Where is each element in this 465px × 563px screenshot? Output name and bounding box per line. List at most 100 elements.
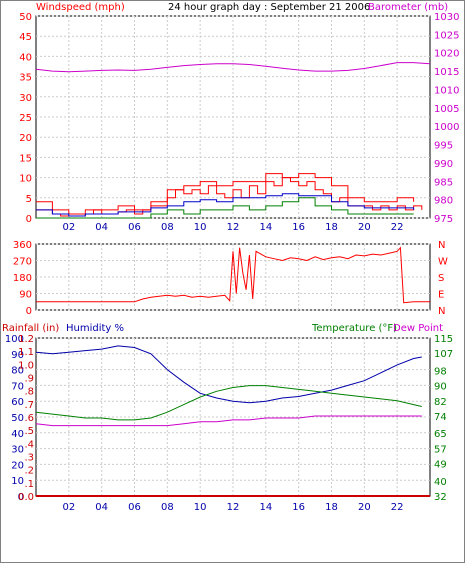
rain-tick-label: .1 [24, 479, 34, 490]
x-tick-label: 22 [391, 222, 404, 233]
temperature-tick-label: 32 [434, 492, 447, 503]
chart-layer: 0510152025303540455097598098599099510001… [5, 12, 460, 513]
humidity-tick-label: 50 [11, 413, 24, 424]
rain-tick-label: 1.1 [18, 347, 34, 358]
temperature-tick-label: 65 [434, 429, 447, 440]
windspeed-tick-label: 40 [19, 52, 32, 63]
windspeed-tick-label: 25 [19, 113, 32, 124]
barometer-tick-label: 1025 [434, 30, 459, 41]
series-dew-point-line [35, 415, 422, 427]
temperature-tick-label: 98 [434, 366, 447, 377]
series-gust-line [36, 173, 415, 215]
windspeed-tick-label: 30 [19, 93, 32, 104]
x-tick-label: 20 [358, 222, 371, 233]
rainfall-axis-label: Rainfall (in) [2, 323, 59, 334]
x-tick-label: 08 [161, 502, 174, 513]
x-tick-label: 04 [95, 222, 108, 233]
series-humidity-line [35, 345, 422, 404]
x-tick-label: 22 [391, 502, 404, 513]
x-tick-label: 12 [227, 502, 240, 513]
humidity-tick-label: 90 [11, 350, 24, 361]
compass-label: N [438, 240, 445, 251]
x-tick-label: 06 [128, 222, 141, 233]
rain-tick-label: 1.2 [18, 334, 34, 345]
windspeed-tick-label: 15 [19, 153, 32, 164]
temperature-tick-label: 74 [434, 412, 447, 423]
temperature-axis-label: Temperature (°F) [311, 323, 397, 334]
dewpoint-axis-label: Dew Point [393, 323, 443, 334]
x-tick-label: 20 [358, 502, 371, 513]
direction-tick-label: 0 [26, 306, 32, 317]
compass-label: N [438, 306, 445, 317]
windspeed-tick-label: 0 [26, 214, 32, 225]
x-tick-label: 18 [325, 502, 338, 513]
barometer-tick-label: 1020 [434, 49, 459, 60]
rain-tick-label: 1.0 [18, 360, 34, 371]
rain-tick-label: .6 [24, 413, 34, 424]
barometer-axis-label: Barometer (mb) [368, 2, 448, 13]
humidity-tick-label: 60 [11, 397, 24, 408]
temperature-tick-label: 49 [434, 460, 447, 471]
compass-label: S [438, 273, 444, 284]
rain-tick-label: .3 [24, 453, 34, 464]
x-tick-label: 10 [194, 502, 207, 513]
humidity-tick-label: 20 [11, 460, 24, 471]
x-tick-label: 16 [292, 502, 305, 513]
windspeed-tick-label: 45 [19, 32, 32, 43]
rain-tick-label: 0.0 [18, 492, 34, 503]
temperature-tick-label: 107 [434, 349, 453, 360]
humidity-tick-label: 40 [11, 429, 24, 440]
barometer-tick-label: 1000 [434, 122, 459, 133]
barometer-tick-label: 1030 [434, 12, 459, 23]
series-temperature-line [35, 385, 422, 421]
rain-tick-label: .4 [24, 439, 34, 450]
barometer-tick-label: 1010 [434, 85, 459, 96]
barometer-tick-label: 995 [434, 141, 453, 152]
x-tick-label: 06 [128, 502, 141, 513]
temperature-tick-label: 82 [434, 397, 447, 408]
x-tick-label: 12 [227, 222, 240, 233]
x-tick-label: 04 [95, 502, 108, 513]
humidity-tick-label: 70 [11, 381, 24, 392]
humidity-tick-label: 30 [11, 445, 24, 456]
series-barometer-line [35, 62, 431, 73]
windspeed-tick-label: 5 [26, 194, 32, 205]
direction-tick-label: 270 [13, 257, 32, 268]
x-tick-label: 02 [62, 502, 75, 513]
temperature-tick-label: 90 [434, 382, 447, 393]
compass-label: E [438, 290, 444, 301]
rain-tick-label: .9 [24, 374, 34, 385]
rain-tick-label: .8 [24, 387, 34, 398]
windspeed-tick-label: 10 [19, 174, 32, 185]
temperature-tick-label: 40 [434, 477, 447, 488]
direction-tick-label: 90 [19, 290, 32, 301]
barometer-tick-label: 990 [434, 159, 453, 170]
rain-tick-label: .2 [24, 466, 34, 477]
series-direction-line [36, 246, 430, 304]
chart-title: 24 hour graph day : September 21 2006 [168, 2, 370, 13]
x-tick-label: 10 [194, 222, 207, 233]
rain-tick-label: .7 [24, 400, 34, 411]
temperature-tick-label: 57 [434, 444, 447, 455]
x-tick-label: 18 [325, 222, 338, 233]
x-tick-label: 14 [259, 222, 272, 233]
barometer-tick-label: 1015 [434, 67, 459, 78]
temperature-tick-label: 115 [434, 334, 453, 345]
windspeed-tick-label: 20 [19, 133, 32, 144]
x-tick-label: 08 [161, 222, 174, 233]
humidity-tick-label: 80 [11, 366, 24, 377]
windspeed-tick-label: 50 [19, 12, 32, 23]
humidity-axis-label: Humidity % [66, 323, 124, 334]
direction-tick-label: 180 [13, 273, 32, 284]
humidity-tick-label: 0 [18, 492, 24, 503]
x-tick-label: 14 [259, 502, 272, 513]
humidity-tick-label: 100 [5, 334, 24, 345]
barometer-tick-label: 975 [434, 214, 453, 225]
barometer-tick-label: 985 [434, 177, 453, 188]
barometer-tick-label: 980 [434, 196, 453, 207]
series-average-line [36, 193, 415, 217]
windspeed-tick-label: 35 [19, 73, 32, 84]
x-tick-label: 16 [292, 222, 305, 233]
series-low-line [36, 197, 414, 219]
